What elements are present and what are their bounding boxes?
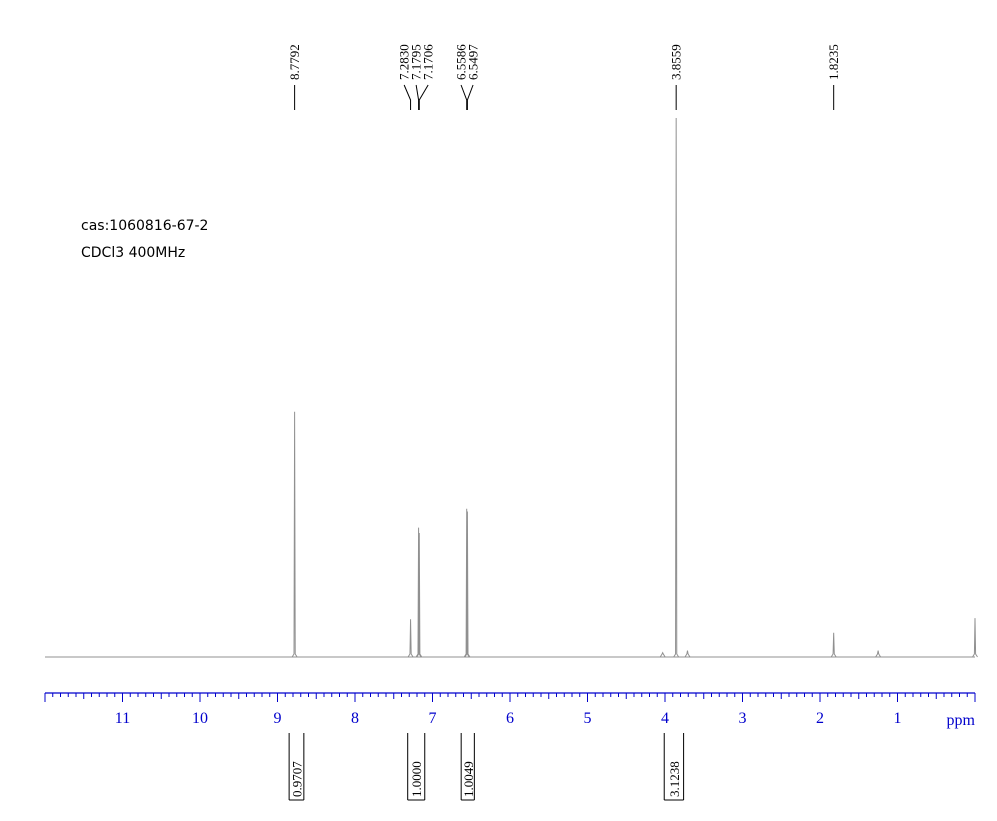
axis-tick-label: 3 bbox=[739, 710, 747, 727]
spectrum-peak bbox=[416, 533, 423, 658]
peak-shift-label: 7.1706 bbox=[421, 44, 436, 80]
spectrum-trace-layer bbox=[45, 117, 978, 658]
axis-tick-label: 8 bbox=[351, 710, 359, 727]
peak-shift-label: 8.7792 bbox=[287, 44, 302, 80]
integral-bracket bbox=[407, 733, 426, 801]
sample-cas-label: cas:1060816-67-2 bbox=[81, 218, 209, 234]
axis-tick-label: 9 bbox=[274, 710, 282, 727]
peak-leader-line bbox=[466, 84, 474, 110]
peak-leader-line bbox=[403, 84, 412, 110]
axis-tick-label: 7 bbox=[429, 710, 437, 727]
integral-value-label: 1.0049 bbox=[461, 761, 476, 797]
axis-tick-label: 2 bbox=[816, 710, 824, 727]
sample-solvent-label: CDCl3 400MHz bbox=[81, 245, 186, 261]
peak-shift-label: 7.1795 bbox=[409, 44, 424, 80]
axis-tick-label: 6 bbox=[506, 710, 514, 727]
integral-bracket bbox=[663, 733, 685, 801]
integral-bracket bbox=[288, 733, 305, 801]
integral-layer: 0.9707 1.0000 1.0049 3.1238 bbox=[288, 733, 685, 801]
spectrum-peak bbox=[972, 618, 978, 658]
axis-tick-label: 5 bbox=[584, 710, 592, 727]
ppm-axis: 11 10 9 8 7 6 5 4 3 2 1 ppm bbox=[44, 692, 976, 729]
spectrum-peak bbox=[684, 650, 691, 658]
peak-leader-line bbox=[460, 84, 468, 110]
axis-unit-label: ppm bbox=[947, 712, 976, 729]
spectrum-peak bbox=[673, 117, 680, 658]
axis-tick-label: 11 bbox=[115, 710, 130, 727]
peak-shift-label: 3.8559 bbox=[669, 44, 684, 80]
spectrum-peak bbox=[463, 508, 470, 658]
peak-shift-label: 6.5497 bbox=[466, 44, 481, 80]
axis-tick-label: 10 bbox=[192, 710, 208, 727]
integral-value-label: 1.0000 bbox=[409, 761, 424, 797]
spectrum-peak bbox=[659, 651, 666, 658]
spectrum-peak bbox=[464, 511, 471, 658]
spectrum-peak bbox=[830, 632, 837, 658]
peak-leader-line bbox=[415, 84, 420, 110]
axis-tick-label: 1 bbox=[894, 710, 902, 727]
integral-bracket bbox=[460, 733, 475, 801]
integral-value-label: 3.1238 bbox=[667, 761, 682, 797]
spectrum-peak bbox=[875, 650, 882, 658]
spectrum-peak bbox=[407, 619, 414, 658]
spectrum-peak bbox=[291, 411, 298, 658]
peak-leader-line bbox=[418, 84, 429, 110]
spectrum-peak bbox=[415, 527, 422, 658]
integral-value-label: 0.9707 bbox=[289, 761, 304, 797]
axis-tick-label: 4 bbox=[661, 710, 669, 727]
peak-shift-label: 6.5586 bbox=[454, 44, 469, 80]
peak-shift-label: 1.8235 bbox=[826, 44, 841, 80]
peak-shift-label: 7.2830 bbox=[397, 44, 412, 80]
